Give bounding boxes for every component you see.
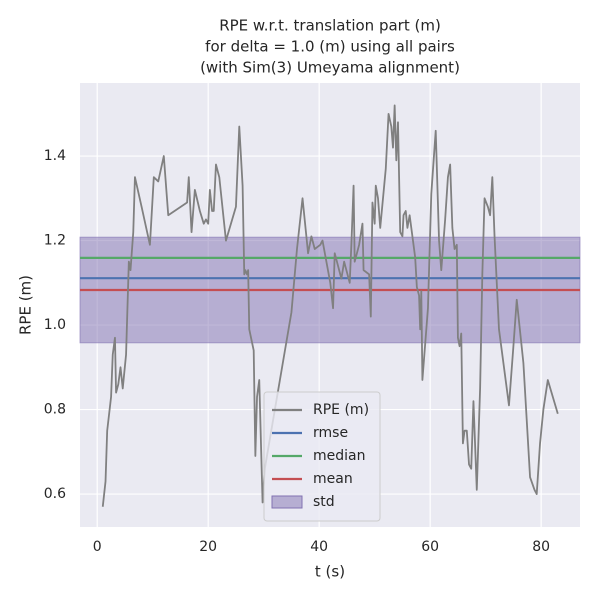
- x-tick-label: 80: [532, 539, 550, 555]
- data-line: [101, 104, 559, 507]
- x-tick-label: 40: [310, 539, 328, 555]
- legend-label: rmse: [313, 425, 348, 441]
- legend-label: mean: [313, 471, 353, 487]
- chart-title: (with Sim(3) Umeyama alignment): [200, 59, 460, 77]
- x-tick-label: 0: [93, 539, 102, 555]
- chart-title: RPE w.r.t. translation part (m): [219, 17, 441, 35]
- x-tick-label: 60: [421, 539, 439, 555]
- y-axis-label: RPE (m): [17, 275, 35, 335]
- y-tick-label: 0.6: [44, 486, 66, 502]
- y-tick-label: 1.4: [44, 148, 66, 164]
- x-axis-label: t (s): [315, 563, 345, 581]
- y-tick-label: 1.0: [44, 317, 66, 333]
- legend: RPE (m) rmse median mean std: [263, 391, 381, 522]
- legend-swatch: [271, 495, 303, 509]
- chart-title: for delta = 1.0 (m) using all pairs: [205, 38, 455, 56]
- x-tick-label: 20: [199, 539, 217, 555]
- legend-label: RPE (m): [313, 402, 369, 418]
- legend-box: [263, 391, 381, 522]
- legend-label: median: [313, 448, 365, 464]
- y-tick-label: 0.8: [44, 402, 66, 418]
- y-tick-label: 1.2: [44, 233, 66, 249]
- legend-label: std: [313, 494, 335, 510]
